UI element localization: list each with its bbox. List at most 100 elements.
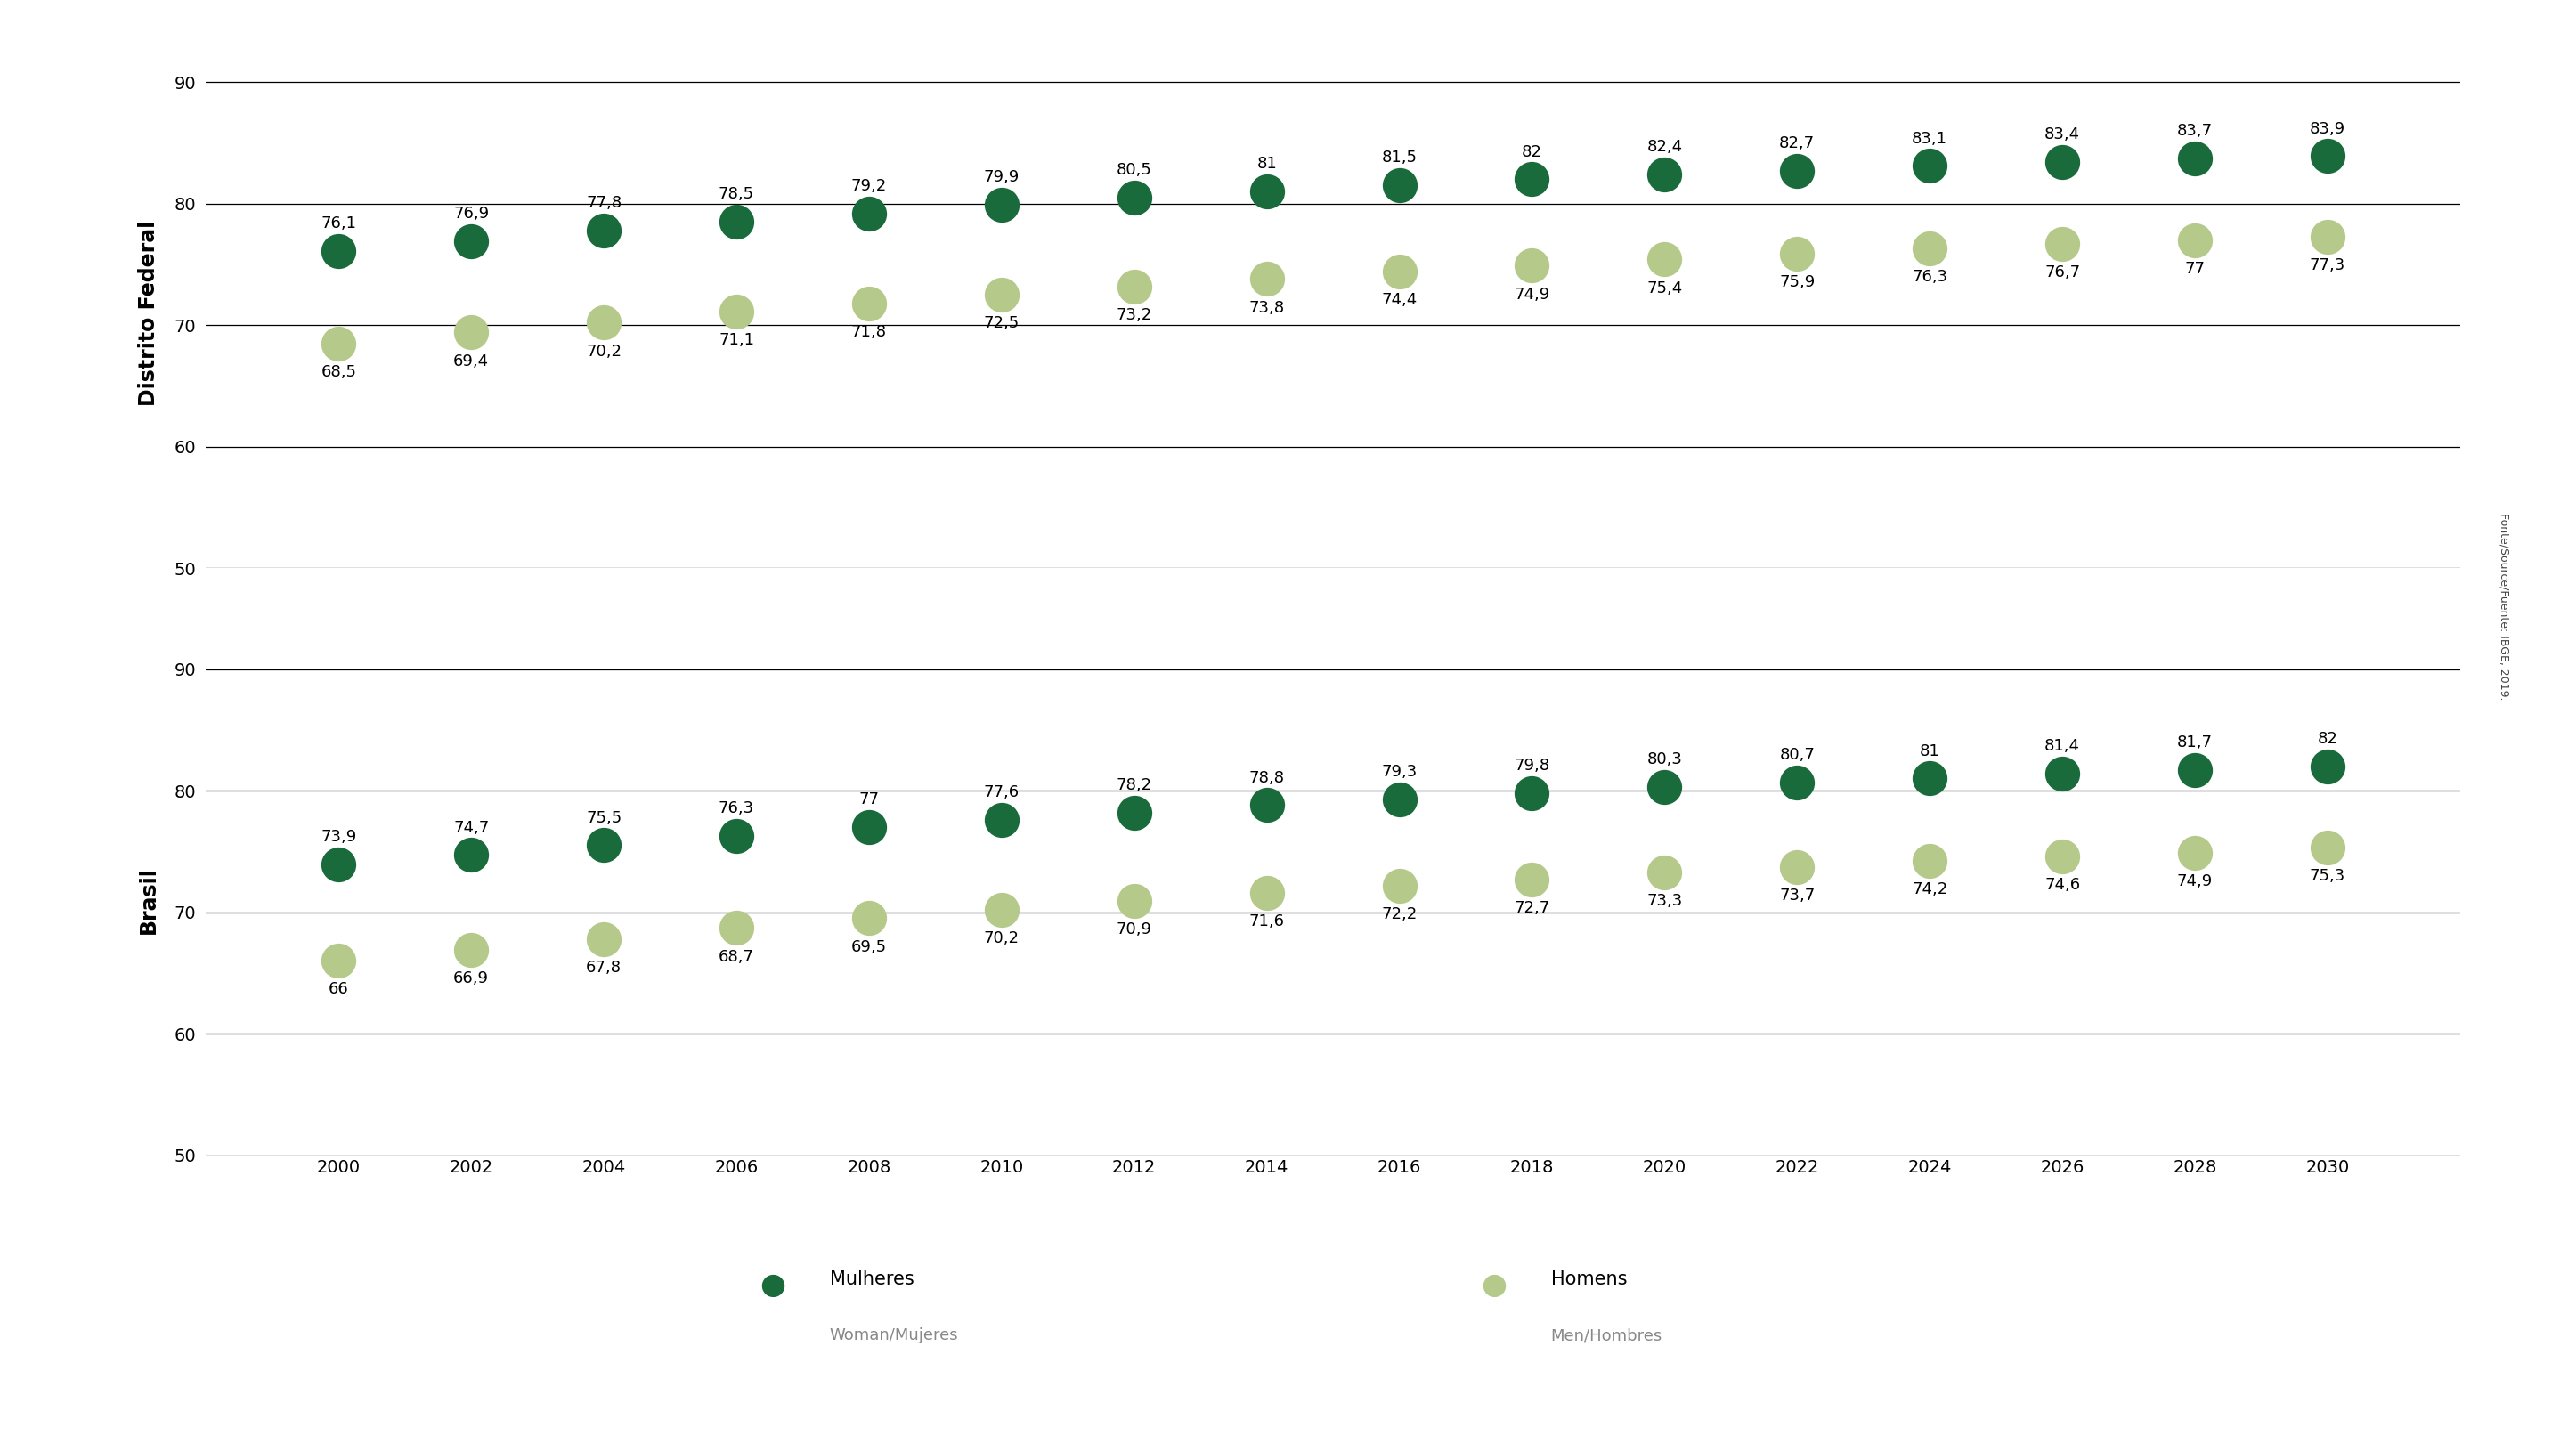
Point (2174, 228, 2215, 251)
Point (1512, 868, 1553, 891)
Text: 83,1: 83,1 (1911, 130, 1947, 146)
Text: 75,9: 75,9 (1780, 274, 1816, 290)
Point (1909, 767, 1950, 790)
Point (1512, 254, 1553, 277)
Text: 70,2: 70,2 (984, 930, 1020, 946)
Text: 73,7: 73,7 (1780, 888, 1816, 904)
Text: 78,5: 78,5 (719, 186, 755, 202)
Point (716, 211, 757, 234)
Point (2174, 840, 2215, 864)
Text: 81: 81 (1257, 156, 1278, 172)
Text: 71,6: 71,6 (1249, 914, 1285, 930)
Text: 81: 81 (1919, 744, 1940, 760)
Text: 76,3: 76,3 (719, 800, 755, 816)
Point (1378, 173, 1419, 196)
Text: ●: ● (760, 1271, 786, 1300)
Point (981, 193, 1023, 217)
Text: 82: 82 (2318, 731, 2336, 747)
Y-axis label: Distrito Federal: Distrito Federal (139, 221, 160, 406)
Text: 76,3: 76,3 (1911, 269, 1947, 286)
Point (582, 219, 623, 243)
Y-axis label: Brasil: Brasil (139, 866, 160, 934)
Text: 76,1: 76,1 (322, 215, 355, 231)
Point (716, 917, 757, 940)
Text: 81,5: 81,5 (1381, 150, 1417, 166)
Point (1909, 849, 1950, 872)
Text: 66: 66 (330, 982, 348, 998)
Text: 73,3: 73,3 (1646, 892, 1682, 908)
Text: 74,7: 74,7 (453, 820, 489, 836)
Text: 82: 82 (1522, 144, 1543, 160)
Point (1247, 881, 1288, 904)
Point (1643, 163, 1685, 186)
Point (1113, 890, 1154, 913)
Point (2308, 755, 2349, 778)
Point (848, 816, 889, 839)
Text: 72,5: 72,5 (984, 315, 1020, 332)
Text: 70,9: 70,9 (1115, 921, 1151, 939)
Text: 77: 77 (2184, 261, 2205, 277)
Text: 81,7: 81,7 (2177, 735, 2213, 751)
Text: 75,3: 75,3 (2311, 868, 2344, 884)
Point (451, 939, 492, 962)
Text: 71,1: 71,1 (719, 332, 755, 348)
Point (1113, 801, 1154, 825)
Text: 74,9: 74,9 (2177, 874, 2213, 890)
Point (317, 853, 358, 877)
Text: 71,8: 71,8 (850, 323, 886, 339)
Point (848, 202, 889, 225)
Text: 68,5: 68,5 (322, 364, 355, 380)
Text: 73,8: 73,8 (1249, 299, 1285, 316)
Text: 77,6: 77,6 (984, 784, 1020, 800)
Point (981, 898, 1023, 921)
Point (582, 927, 623, 950)
Point (2174, 147, 2215, 170)
Point (1643, 861, 1685, 884)
Text: 79,3: 79,3 (1381, 764, 1417, 780)
Point (582, 833, 623, 856)
Text: 78,2: 78,2 (1115, 777, 1151, 793)
Text: 81,4: 81,4 (2045, 738, 2081, 754)
Point (1378, 787, 1419, 810)
Point (716, 825, 757, 848)
Text: Mulheres: Mulheres (829, 1271, 914, 1288)
Point (451, 843, 492, 866)
Point (981, 283, 1023, 306)
Point (1909, 237, 1950, 260)
Point (1777, 159, 1819, 182)
Text: Fonte/Source/Fuente: IBGE, 2019.: Fonte/Source/Fuente: IBGE, 2019. (2499, 513, 2509, 700)
Point (2308, 836, 2349, 859)
Point (1777, 856, 1819, 879)
Point (1909, 155, 1950, 178)
Text: 78,8: 78,8 (1249, 770, 1285, 786)
Text: Woman/Mujeres: Woman/Mujeres (829, 1327, 958, 1344)
Text: 77: 77 (858, 791, 878, 807)
Text: Men/Hombres: Men/Hombres (1551, 1327, 1662, 1344)
Point (1643, 775, 1685, 799)
Point (582, 310, 623, 334)
Point (1512, 168, 1553, 191)
Text: 74,6: 74,6 (2045, 877, 2081, 892)
Text: 69,5: 69,5 (850, 939, 886, 954)
Text: 77,3: 77,3 (2311, 257, 2344, 273)
Point (1643, 248, 1685, 271)
Point (2174, 758, 2215, 781)
Point (716, 300, 757, 323)
Text: 82,4: 82,4 (1646, 139, 1682, 155)
Text: 77,8: 77,8 (585, 195, 621, 211)
Point (981, 809, 1023, 832)
Point (317, 332, 358, 355)
Text: 79,9: 79,9 (984, 169, 1020, 185)
Text: 67,8: 67,8 (585, 959, 621, 976)
Point (451, 321, 492, 344)
Text: 82,7: 82,7 (1780, 136, 1816, 152)
Text: 69,4: 69,4 (453, 354, 489, 370)
Text: 74,4: 74,4 (1381, 292, 1417, 309)
Point (2308, 225, 2349, 248)
Text: 66,9: 66,9 (453, 970, 489, 986)
Text: 83,7: 83,7 (2177, 123, 2213, 139)
Point (1113, 186, 1154, 209)
Text: 74,2: 74,2 (1911, 882, 1947, 898)
Point (1247, 794, 1288, 817)
Text: Homens: Homens (1551, 1271, 1628, 1288)
